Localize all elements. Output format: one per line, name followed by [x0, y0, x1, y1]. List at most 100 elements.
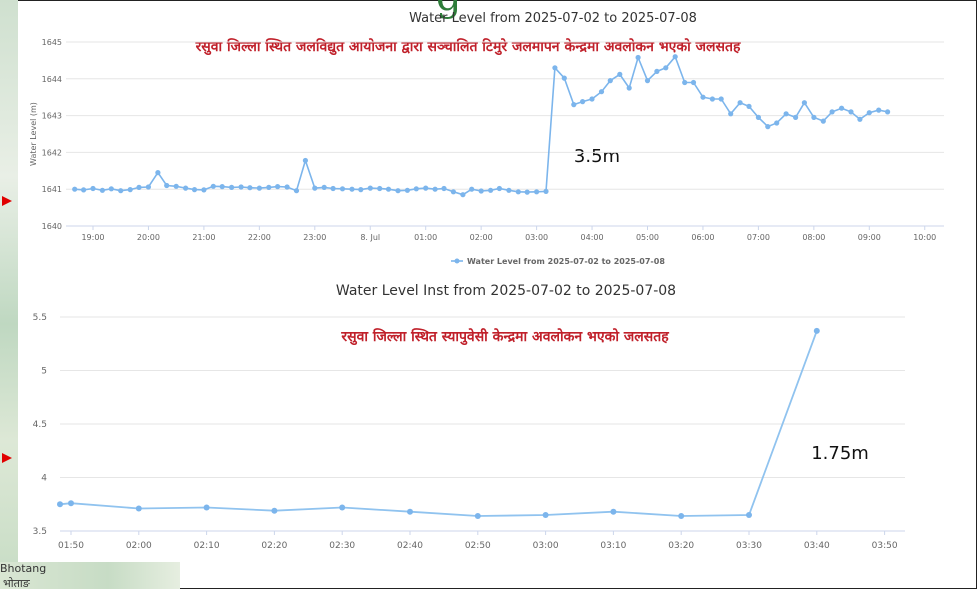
- chart1-data-point: [534, 189, 540, 195]
- chart1-y-tick-label: 1645: [42, 38, 62, 47]
- chart2-x-tick-label: 03:30: [736, 541, 762, 551]
- chart1-x-tick-label: 01:00: [414, 233, 437, 242]
- chart1-data-point: [728, 111, 734, 117]
- chart1-data-point: [469, 186, 475, 192]
- chart1-data-point: [145, 184, 151, 190]
- chart2-y-tick-label: 4: [41, 474, 47, 484]
- chart1-x-tick-label: 02:00: [470, 233, 493, 242]
- chart1-data-point: [330, 185, 336, 192]
- chart1-data-point: [690, 79, 697, 86]
- chart2-y-tick-label: 5.5: [33, 313, 47, 323]
- chart1-legend-text: Water Level from 2025-07-02 to 2025-07-0…: [467, 257, 665, 266]
- chart1-data-point: [219, 184, 225, 190]
- chart2-data-point: [746, 512, 752, 518]
- chart1-data-point: [635, 54, 641, 61]
- chart1-x-tick-label: 07:00: [747, 233, 770, 242]
- chart1-data-point: [312, 185, 318, 191]
- chart2-x-tick-label: 03:00: [533, 541, 559, 551]
- chart1-y-tick-label: 1640: [42, 222, 62, 231]
- chart1-data-point: [700, 94, 706, 100]
- chart2-x-tick-label: 02:10: [194, 541, 220, 551]
- chart1-data-point: [755, 114, 762, 120]
- chart1-data-point: [432, 186, 438, 192]
- map-label-bhotang-nepali: भोताङ: [3, 577, 30, 590]
- chart1-data-point: [848, 109, 854, 115]
- chart1-data-point: [229, 184, 235, 190]
- chart1-x-tick-label: 23:00: [303, 233, 326, 242]
- chart1-data-point: [626, 85, 632, 91]
- chart1-data-point: [90, 185, 96, 192]
- chart1-data-point: [765, 124, 771, 130]
- chart1-data-point: [423, 185, 429, 191]
- chart2-x-tick-label: 01:50: [58, 541, 84, 551]
- chart1-data-point: [543, 188, 549, 194]
- chart1-data-point: [210, 183, 216, 189]
- chart1-data-point: [164, 182, 170, 189]
- chart1-data-point: [654, 68, 660, 74]
- chart1-data-point: [395, 188, 401, 194]
- chart1-data-point: [266, 184, 272, 190]
- chart1-data-point: [515, 189, 521, 195]
- chart1-data-point: [99, 187, 105, 193]
- chart1-x-tick-label: 05:00: [636, 233, 659, 242]
- chart1-x-tick-label: 21:00: [192, 233, 215, 242]
- chart1-data-point: [524, 189, 530, 195]
- chart2-y-tick-label: 4.5: [33, 420, 47, 430]
- chart1-data-point: [876, 107, 882, 113]
- chart1-data-point: [829, 109, 835, 115]
- chart2-y-tick-label: 5: [41, 367, 47, 377]
- chart1-data-point: [737, 100, 743, 106]
- chart1-data-point: [247, 185, 253, 191]
- chart1-x-tick-label: 19:00: [81, 233, 104, 242]
- chart1-data-point: [339, 186, 346, 192]
- chart1-y-tick-label: 1644: [42, 75, 62, 84]
- chart1-data-point: [682, 79, 688, 86]
- chart2-data-point: [813, 327, 820, 334]
- chart1-data-point: [672, 54, 678, 60]
- chart1-legend-marker: [454, 258, 460, 264]
- chart2-y-tick-label: 3.5: [33, 527, 47, 537]
- chart1-data-point: [885, 109, 891, 115]
- chart2-data-point: [57, 501, 63, 508]
- chart2-x-tick-label: 02:00: [126, 541, 152, 551]
- chart2-data-point: [339, 504, 346, 511]
- chart1-x-tick-label: 8. Jul: [360, 233, 380, 242]
- chart2-delta-label: 1.75m: [811, 443, 869, 464]
- map-background-strip: [0, 0, 18, 589]
- chart1-data-point: [561, 75, 567, 81]
- chart1-data-point: [349, 186, 355, 192]
- chart2-data-point: [542, 512, 549, 518]
- chart1-x-tick-label: 10:00: [913, 233, 936, 242]
- chart1-y-axis-label: Water Level (m): [29, 102, 38, 166]
- chart2-x-tick-label: 02:40: [397, 541, 423, 551]
- chart1-data-point: [201, 187, 207, 193]
- chart1-data-point: [718, 96, 724, 102]
- chart2-data-point: [474, 513, 481, 519]
- chart1-data-point: [478, 188, 484, 194]
- chart2-data-point: [678, 513, 685, 519]
- chart2-x-tick-label: 02:20: [261, 541, 287, 551]
- chart1-data-point: [857, 116, 863, 122]
- chart2-series-line: [59, 330, 818, 517]
- chart1-data-point: [183, 185, 189, 191]
- chart1-data-point: [774, 120, 780, 126]
- chart1-data-point: [496, 185, 502, 192]
- chart1-x-tick-label: 04:00: [581, 233, 604, 242]
- chart1-data-point: [460, 192, 466, 198]
- chart1-data-point: [81, 187, 87, 193]
- chart2-x-tick-label: 03:20: [668, 541, 694, 551]
- chart1-data-point: [866, 110, 872, 116]
- chart1-data-point: [127, 187, 133, 193]
- chart1-data-point: [302, 157, 308, 164]
- chart2-data-point: [135, 505, 142, 512]
- red-arrow-icon: [2, 453, 12, 463]
- chart1-data-point: [820, 118, 826, 124]
- chart1-data-point: [155, 170, 161, 176]
- chart1-data-point: [580, 99, 586, 105]
- red-arrow-icon: [2, 196, 12, 206]
- chart1-data-point: [552, 65, 558, 71]
- chart2-data-point: [407, 508, 413, 515]
- chart1-data-point: [644, 78, 651, 84]
- chart2-x-tick-label: 03:10: [600, 541, 626, 551]
